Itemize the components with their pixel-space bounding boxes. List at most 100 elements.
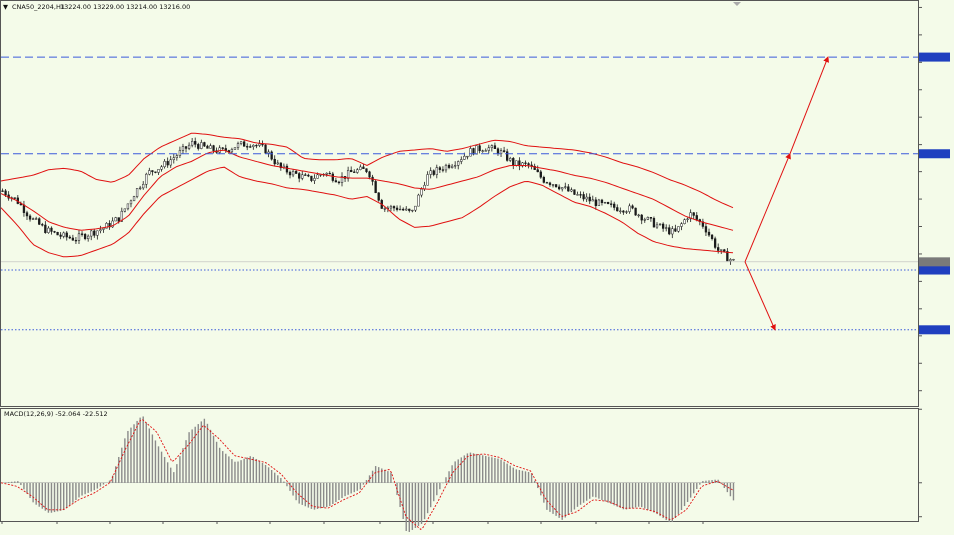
candle-body <box>478 145 481 152</box>
scroll-marker-icon[interactable] <box>733 2 741 6</box>
candle-body <box>111 220 114 228</box>
bollinger-lower-band <box>0 166 734 258</box>
candle <box>637 213 640 218</box>
candle-body <box>701 221 705 227</box>
candle-body <box>490 145 494 149</box>
candle <box>285 163 289 175</box>
candle-body <box>126 203 130 210</box>
menu-arrow-icon[interactable]: ▼ <box>3 3 8 11</box>
candle-body <box>135 188 139 197</box>
candle <box>655 222 659 229</box>
candle-body <box>454 165 457 167</box>
candle-body <box>447 164 451 168</box>
candle <box>701 218 705 229</box>
candle-body <box>515 160 518 166</box>
candle-body <box>674 228 677 232</box>
candle-body <box>44 224 47 233</box>
candle <box>197 142 200 151</box>
candle <box>190 137 194 148</box>
candle <box>502 146 506 153</box>
candle-body <box>353 171 356 173</box>
candle-body <box>579 194 582 196</box>
candle-body <box>457 161 460 166</box>
candle <box>301 170 304 181</box>
candle <box>340 172 344 187</box>
candle-body <box>270 151 273 160</box>
macd-signal-line <box>0 419 734 530</box>
candle <box>356 168 359 174</box>
candle-body <box>646 217 649 220</box>
macd-panel <box>0 416 735 532</box>
candle-body <box>346 170 350 179</box>
candle-body <box>640 214 643 221</box>
candle <box>74 236 78 245</box>
candle-body <box>606 202 610 205</box>
candle-body <box>200 142 203 149</box>
candle-body <box>726 251 729 262</box>
ohlc-values: 13224.00 13229.00 13214.00 13216.00 <box>60 3 190 11</box>
candle-body <box>414 205 417 211</box>
candle <box>551 184 555 188</box>
candle <box>619 207 622 214</box>
candle-body <box>160 166 163 170</box>
candle <box>683 218 686 225</box>
candle <box>680 222 683 231</box>
candle-body <box>551 184 555 186</box>
candle <box>209 143 212 149</box>
candle-body <box>570 189 573 192</box>
macd-title: MACD(12,26,9) -52.064 -22.512 <box>4 410 108 418</box>
candle <box>475 145 478 155</box>
candle-body <box>466 155 469 158</box>
candle-body <box>496 148 500 155</box>
candle-body <box>41 224 44 226</box>
candle <box>294 169 298 174</box>
candle <box>38 217 41 226</box>
candle <box>554 184 558 188</box>
candle-body <box>166 161 169 166</box>
candle <box>90 229 93 241</box>
candle-body <box>239 141 243 144</box>
candle-body <box>527 163 530 166</box>
candle <box>582 191 585 202</box>
candle <box>139 185 142 191</box>
candle-body <box>99 229 102 232</box>
candle-body <box>221 147 224 149</box>
candle <box>417 193 420 207</box>
candle-body <box>255 144 258 147</box>
candle-body <box>28 215 32 220</box>
candle-body <box>542 176 546 183</box>
candle <box>661 222 665 232</box>
candle-body <box>392 206 396 209</box>
candle-body <box>316 174 319 179</box>
candle-body <box>582 194 585 200</box>
candle <box>99 225 102 234</box>
candle-body <box>723 249 726 252</box>
candle <box>44 221 47 234</box>
candle-body <box>356 169 359 173</box>
candle-body <box>668 227 671 235</box>
candle-body <box>536 169 539 173</box>
candle <box>93 229 96 238</box>
candle <box>707 228 711 237</box>
candle <box>221 147 224 150</box>
candle <box>255 144 258 149</box>
candle-body <box>625 211 628 213</box>
candle <box>163 159 166 169</box>
candle-body <box>432 170 435 175</box>
candle <box>499 148 503 158</box>
candle-body <box>157 169 160 173</box>
candle <box>200 139 203 150</box>
candle-body <box>383 208 386 210</box>
candle <box>561 187 564 192</box>
candle-body <box>499 150 503 155</box>
candle <box>658 223 662 226</box>
candle-body <box>117 217 120 222</box>
candle-body <box>261 143 264 146</box>
candle-body <box>643 219 646 221</box>
candle-body <box>395 207 399 210</box>
candle-body <box>172 157 175 161</box>
candle-body <box>564 186 567 188</box>
candle-body <box>279 162 282 169</box>
candle <box>166 157 169 168</box>
candle-body <box>389 206 393 209</box>
